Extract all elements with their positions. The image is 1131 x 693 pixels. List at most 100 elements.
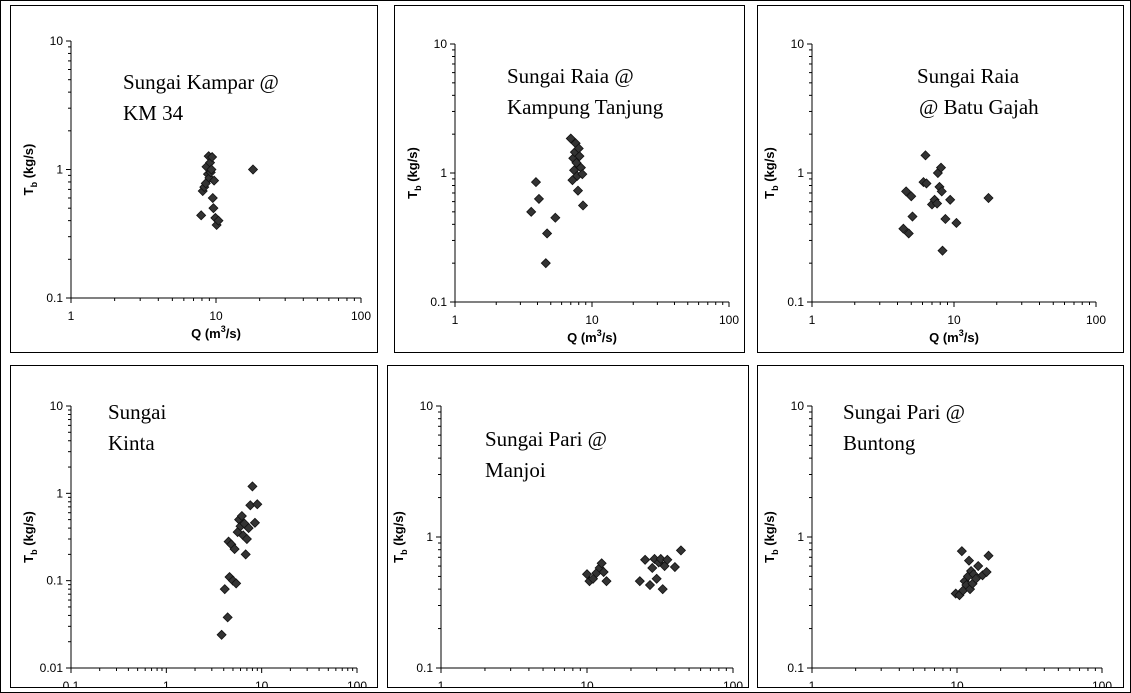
data-point (956, 546, 967, 557)
data-point (207, 151, 218, 163)
data-point (240, 549, 251, 560)
data-point (644, 579, 656, 591)
data-point (932, 198, 943, 209)
data-point (206, 164, 217, 175)
site-label-line-1: Sungai Pari @ (485, 427, 608, 451)
y-tick-label: 1 (426, 530, 433, 544)
data-point (935, 162, 947, 173)
x-tick-label: 100 (1092, 679, 1112, 688)
x-tick-label: 10 (255, 679, 269, 688)
x-tick-label: 1 (452, 313, 459, 327)
site-label-line-2: Kinta (108, 431, 155, 455)
y-axis-title: Tb (kg/s) (21, 144, 39, 196)
data-point (898, 223, 909, 234)
data-point (945, 194, 956, 205)
x-tick-label: 100 (723, 679, 743, 688)
site-label-line-1: Sungai Raia @ (507, 64, 634, 88)
data-point (901, 186, 912, 197)
site-label: Sungai Raia @ Batu Gajah (917, 61, 1039, 123)
site-label: Sungai Kampar @ KM 34 (123, 67, 279, 129)
data-point (937, 245, 948, 256)
y-tick-label: 0.1 (787, 295, 804, 309)
data-point (209, 175, 220, 186)
y-tick-label: 10 (50, 399, 64, 413)
data-point (222, 612, 233, 623)
data-point (936, 186, 947, 197)
data-point (565, 133, 576, 144)
site-label: Sungai Pari @ Manjoi (485, 424, 607, 486)
data-point (216, 629, 227, 640)
y-tick-label: 1 (797, 530, 804, 544)
data-point (530, 177, 542, 188)
data-point (940, 213, 951, 225)
data-point (675, 545, 687, 556)
data-point (598, 566, 609, 578)
site-label-line-1: Sungai Raia (917, 64, 1020, 88)
data-point (542, 228, 553, 239)
y-axis-title: Tb (kg/s) (762, 511, 780, 563)
data-point (903, 228, 914, 239)
data-point (669, 561, 680, 573)
y-tick-label: 0.1 (787, 661, 804, 675)
y-tick-label: 1 (56, 163, 63, 177)
data-point (231, 578, 242, 589)
x-tick-label: 100 (1086, 313, 1106, 327)
x-tick-label: 10 (580, 679, 594, 688)
data-point (540, 258, 551, 269)
site-label: Sungai Kinta (108, 397, 166, 459)
x-tick-label: 1 (163, 679, 170, 688)
x-axis-title: Q (m3/s) (929, 328, 979, 345)
data-point (533, 193, 545, 204)
site-label: Sungai Pari @ Buntong (843, 397, 965, 459)
data-point (651, 573, 662, 584)
data-point (662, 554, 673, 565)
x-tick-label: 10 (585, 313, 599, 327)
site-label: Sungai Raia @ Kampung Tanjung (507, 61, 663, 123)
y-tick-label: 10 (420, 399, 434, 413)
data-point (601, 576, 612, 587)
data-point (572, 185, 584, 196)
site-label-line-1: Sungai Kampar @ (123, 70, 279, 94)
x-axis-title: Q (m3/s) (191, 324, 241, 341)
data-point (236, 510, 247, 522)
data-point (243, 523, 254, 534)
data-point (657, 584, 668, 595)
x-tick-label: 10 (947, 313, 961, 327)
y-axis-title: Tb (kg/s) (762, 147, 780, 199)
data-point (249, 517, 261, 528)
data-point (577, 169, 588, 180)
y-tick-label: 1 (797, 166, 804, 180)
data-point (213, 215, 224, 226)
x-tick-label: 1 (809, 679, 816, 688)
data-point (219, 584, 230, 595)
y-tick-label: 10 (50, 34, 64, 48)
y-tick-label: 0.1 (46, 291, 63, 305)
site-label-line-2: @ Batu Gajah (919, 95, 1039, 119)
data-point (921, 178, 932, 189)
data-point (983, 192, 994, 204)
x-tick-label: 1 (68, 309, 75, 323)
data-point (920, 150, 931, 161)
data-point (208, 203, 219, 214)
y-axis-title: Tb (kg/s) (21, 511, 39, 563)
x-tick-label: 100 (719, 313, 739, 327)
data-point (526, 206, 537, 217)
site-label-line-1: Sungai Pari @ (843, 400, 966, 424)
y-tick-label: 0.1 (46, 574, 63, 588)
x-axis-title: Q (m3/s) (567, 328, 617, 345)
panel-sungai-kampar: 1 10 100 0.1 1 10 Q (m3/s) Tb (kg/s) Sungai Kam… (10, 5, 378, 353)
data-point (973, 560, 984, 572)
data-point (247, 164, 259, 175)
y-tick-label: 1 (56, 486, 63, 500)
y-tick-label: 0.1 (430, 295, 447, 309)
site-label-line-2: Buntong (843, 431, 916, 455)
data-point (634, 576, 645, 587)
panel-sungai-raia-batu-gajah: 1 10 100 0.1 1 10 Q (m3/s) Tb (kg/s) Sungai Rai… (757, 5, 1124, 353)
data-point (247, 481, 258, 492)
